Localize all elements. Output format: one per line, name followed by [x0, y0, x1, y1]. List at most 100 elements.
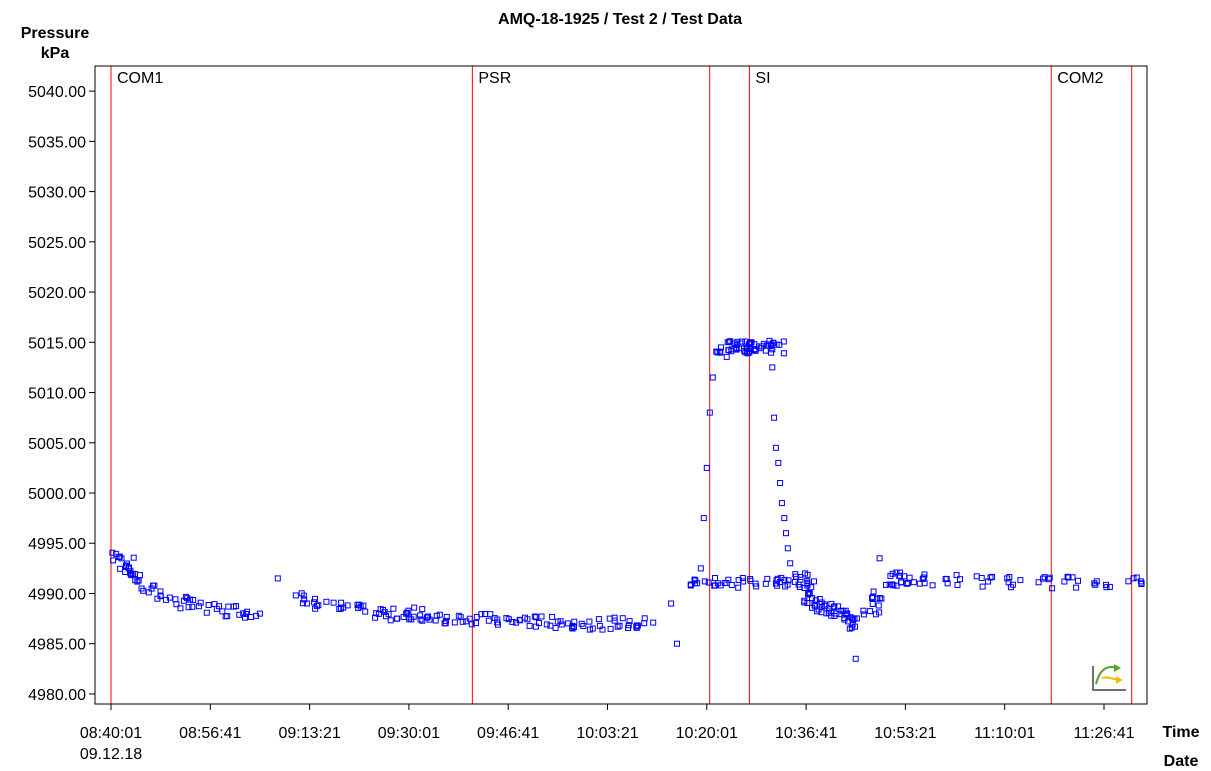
data-point: [571, 618, 578, 625]
data-point: [180, 597, 187, 604]
data-point: [442, 620, 449, 627]
y-tick-label: 4990.00: [28, 586, 86, 603]
data-point: [814, 608, 820, 615]
data-point: [1017, 577, 1024, 584]
data-point: [1075, 577, 1081, 584]
data-point: [242, 614, 248, 621]
data-point: [869, 595, 875, 601]
data-point: [595, 616, 602, 623]
data-point: [920, 574, 927, 581]
data-point: [606, 615, 613, 622]
data-point: [772, 580, 779, 587]
data-point: [801, 599, 808, 606]
data-point: [236, 611, 243, 618]
y-axis-title-line2: kPa: [41, 45, 70, 62]
data-point: [725, 576, 732, 583]
data-point: [765, 342, 772, 349]
data-point: [135, 577, 142, 584]
data-point: [436, 611, 443, 618]
data-point: [776, 579, 783, 586]
data-point: [816, 596, 823, 602]
data-point: [897, 569, 903, 576]
y-tick-label: 5015.00: [28, 335, 86, 352]
data-point: [197, 599, 204, 606]
app-logo-icon: [1092, 664, 1126, 691]
data-point: [705, 579, 712, 586]
data-point: [466, 615, 473, 622]
x-tick-label: 11:10:01: [974, 725, 1035, 742]
data-point: [543, 621, 550, 628]
data-point: [740, 578, 747, 585]
data-point: [687, 581, 694, 588]
data-point: [1065, 574, 1072, 581]
data-point: [1049, 585, 1056, 592]
data-point: [876, 555, 883, 562]
data-point: [896, 572, 903, 579]
data-point: [921, 580, 928, 587]
data-point: [586, 618, 593, 625]
data-point: [385, 611, 392, 618]
data-point: [821, 601, 828, 608]
data-point: [989, 573, 995, 580]
x-tick-label: 11:26:41: [1073, 725, 1134, 742]
data-point: [778, 500, 785, 507]
data-point: [323, 598, 330, 605]
data-point: [526, 622, 533, 629]
data-point: [274, 575, 281, 582]
data-point: [739, 575, 746, 581]
y-tick-label: 5010.00: [28, 386, 86, 403]
data-point: [390, 605, 397, 612]
data-point: [889, 570, 896, 577]
x-tick-label: 10:20:01: [676, 725, 738, 742]
data-point: [419, 606, 426, 613]
data-point: [109, 549, 116, 556]
data-point: [721, 580, 728, 586]
data-point: [128, 572, 135, 579]
data-point: [177, 605, 184, 612]
data-point: [769, 364, 776, 371]
data-point: [978, 575, 985, 581]
data-point: [1103, 581, 1109, 588]
data-point: [509, 618, 516, 625]
y-tick-label: 4995.00: [28, 536, 86, 553]
data-point: [792, 571, 799, 578]
data-point: [195, 603, 202, 610]
data-point: [154, 595, 161, 602]
data-point: [869, 601, 876, 607]
data-point: [219, 608, 226, 615]
data-point: [846, 625, 853, 632]
data-point: [299, 600, 306, 607]
x-tick-date-label: 09.12.18: [80, 746, 142, 763]
data-point: [419, 617, 426, 624]
data-point: [780, 350, 787, 357]
data-point: [700, 515, 707, 522]
data-point: [723, 353, 730, 360]
data-point: [1091, 580, 1098, 587]
y-tick-label: 5005.00: [28, 436, 86, 453]
data-point: [809, 604, 815, 611]
x-tick-label: 08:56:41: [179, 725, 241, 742]
data-point: [718, 344, 724, 351]
y-tick-label: 5030.00: [28, 185, 86, 202]
data-point: [954, 582, 961, 588]
x-axis-ticks: 08:40:01 09.12.18 08:56:41 09:13:21 09:30:01…: [80, 704, 1135, 763]
data-point: [298, 590, 305, 597]
x-tick-label: 09:13:21: [278, 725, 340, 742]
data-point: [301, 596, 308, 603]
data-point: [953, 572, 960, 579]
data-point: [713, 348, 720, 355]
data-point: [781, 515, 788, 522]
data-point: [733, 341, 740, 348]
data-point: [491, 615, 498, 622]
data-point: [860, 611, 867, 618]
data-point: [1046, 574, 1053, 581]
data-point: [292, 592, 299, 599]
plot-frame: [94, 65, 1148, 705]
chart-title: AMQ-18-1925 / Test 2 / Test Data: [498, 11, 742, 28]
data-point: [805, 591, 812, 598]
data-point: [205, 602, 212, 608]
data-point: [311, 599, 318, 606]
data-point: [860, 607, 867, 614]
data-point: [203, 609, 210, 616]
